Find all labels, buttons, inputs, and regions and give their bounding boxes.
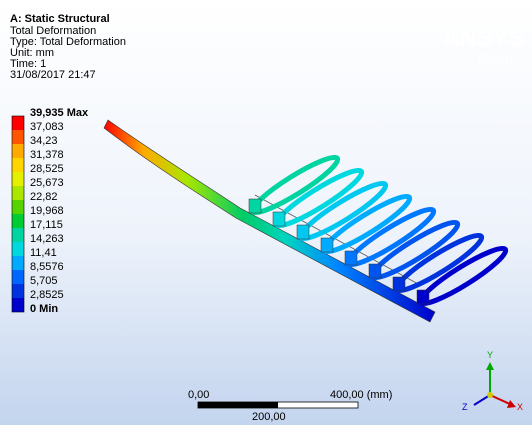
fin-root	[369, 264, 381, 278]
fin-root	[417, 290, 429, 304]
logo-version: R15.0	[478, 51, 513, 66]
legend-band	[12, 256, 24, 270]
fin-root	[297, 225, 309, 239]
fin-root	[273, 212, 285, 226]
legend-band	[12, 200, 24, 214]
legend-label: 31,378	[30, 149, 64, 161]
z-label: Z	[462, 402, 468, 412]
legend-label: 19,968	[30, 205, 64, 217]
legend-band	[12, 270, 24, 284]
legend-label: 25,673	[30, 177, 64, 189]
x-label: X	[517, 402, 523, 412]
legend-band	[12, 158, 24, 172]
graphics-window: A: Static Structural ANSYS R15.0 0,00 40…	[0, 0, 532, 425]
scale-start: 0,00	[188, 389, 209, 401]
legend-band	[12, 130, 24, 144]
legend-label: 8,5576	[30, 261, 64, 273]
legend-label: 28,525	[30, 163, 64, 175]
legend-label: 2,8525	[30, 289, 64, 301]
title: A: Static Structural	[10, 13, 110, 25]
legend-label: 37,083	[30, 121, 64, 133]
legend-band	[12, 242, 24, 256]
scale-middle: 200,00	[252, 411, 286, 423]
legend-label: 22,82	[30, 191, 58, 203]
legend-band	[12, 228, 24, 242]
legend-band	[12, 186, 24, 200]
legend-label: 17,115	[30, 219, 63, 231]
viewport: A: Static Structural ANSYS R15.0 0,00 40…	[0, 0, 532, 425]
scale-bar-fill	[198, 402, 278, 408]
fin-root	[321, 238, 333, 252]
legend-band	[12, 144, 24, 158]
legend-label: 34,23	[30, 135, 58, 147]
fin-root	[393, 277, 405, 291]
legend-label: 11,41	[30, 247, 57, 259]
y-label: Y	[487, 350, 493, 360]
legend-band	[12, 284, 24, 298]
fin-root	[345, 251, 357, 265]
legend-label: 39,935 Max	[30, 107, 89, 119]
legend-label: 0 Min	[30, 303, 58, 315]
legend-band	[12, 298, 24, 312]
legend-band	[12, 214, 24, 228]
legend-band	[12, 172, 24, 186]
fin-root	[249, 199, 261, 213]
header-line: 31/08/2017 21:47	[10, 69, 96, 81]
scale-end: 400,00 (mm)	[330, 389, 392, 401]
origin	[487, 392, 493, 398]
logo-name: ANSYS	[442, 25, 525, 52]
legend-label: 5,705	[30, 275, 58, 287]
legend-band	[12, 116, 24, 130]
legend-label: 14,263	[30, 233, 64, 245]
